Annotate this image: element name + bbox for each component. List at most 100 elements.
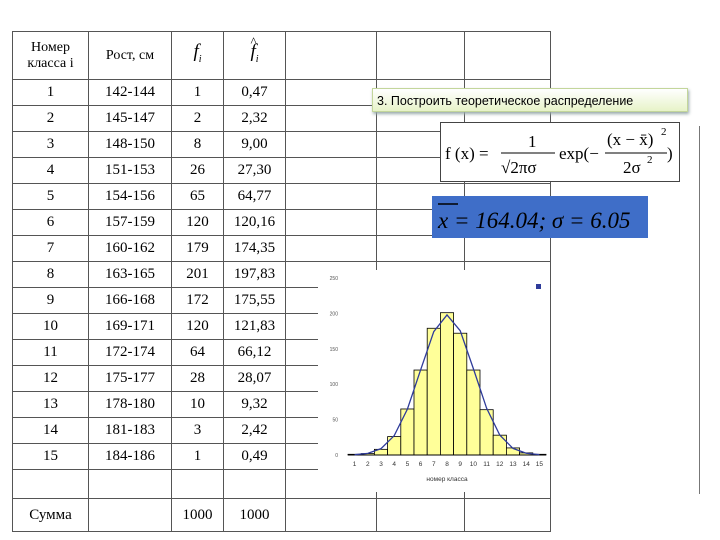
header-f: fi	[171, 31, 224, 80]
histogram-bar	[426, 327, 441, 456]
fhat-cell: 66,12	[223, 339, 286, 366]
table-row: 5 154-156 65 64,77	[12, 183, 551, 210]
sum-f: 1000	[171, 498, 224, 532]
density-formula: f (x) = 1 √2πσ exp(− (x − x̄) 2 2σ 2 )	[440, 122, 680, 182]
parameters-formula-svg: x = 164.04; σ = 6.05	[437, 203, 631, 233]
class-no-cell: 5	[12, 183, 89, 210]
formula-num1: 1	[528, 132, 537, 151]
height-cell: 175-177	[88, 365, 172, 392]
header-fhat: ^ fi	[223, 31, 286, 80]
y-tick-label: 100	[330, 382, 339, 388]
sum-row: Сумма 1000 1000	[12, 498, 551, 532]
f-cell: 65	[171, 183, 224, 210]
x-tick-label: 15	[536, 461, 544, 468]
empty-cell	[376, 498, 465, 532]
f-cell: 2	[171, 105, 224, 132]
header-class-no: Номер класса i	[12, 31, 89, 80]
class-no-cell: 12	[12, 365, 89, 392]
height-cell: 169-171	[88, 313, 172, 340]
empty-cell	[285, 105, 377, 132]
fhat-cell: 0,47	[223, 79, 286, 106]
histogram-bar	[400, 408, 415, 456]
f-cell: 172	[171, 287, 224, 314]
header-height: Рост, см	[88, 31, 172, 80]
empty-cell	[285, 131, 377, 158]
legend-swatch-forecast	[536, 284, 541, 289]
fhat-cell: 120,16	[223, 209, 286, 236]
fhat-cell: 174,35	[223, 235, 286, 262]
x-tick-label: 7	[432, 461, 436, 468]
f-cell: 201	[171, 261, 224, 288]
class-no-cell: 15	[12, 443, 89, 470]
f-cell: 1	[171, 79, 224, 106]
class-no-cell: 13	[12, 391, 89, 418]
empty-cell	[285, 498, 377, 532]
class-no-cell: 3	[12, 131, 89, 158]
height-cell: 148-150	[88, 131, 172, 158]
x-tick-label: 2	[366, 461, 370, 468]
empty-cell	[376, 31, 465, 80]
formula-den2: 2σ	[623, 158, 641, 177]
x-tick-label: 3	[379, 461, 383, 468]
divider	[699, 126, 700, 494]
formula-den2-pow: 2	[647, 154, 653, 166]
f-cell: 64	[171, 339, 224, 366]
section-banner: 3. Построить теоретическое распределение	[372, 88, 688, 112]
histogram-bar	[453, 332, 468, 456]
f-cell: 28	[171, 365, 224, 392]
formula-lhs: f (x) =	[445, 144, 489, 163]
height-cell: 184-186	[88, 443, 172, 470]
f-cell: 3	[171, 417, 224, 444]
empty-cell	[285, 235, 377, 262]
height-cell: 172-174	[88, 339, 172, 366]
class-no-cell: 4	[12, 157, 89, 184]
height-cell: 151-153	[88, 157, 172, 184]
empty-cell	[464, 235, 551, 262]
height-cell: 142-144	[88, 79, 172, 106]
theoretical-curve	[354, 313, 540, 456]
f-cell: 8	[171, 131, 224, 158]
y-tick-label: 150	[330, 347, 339, 353]
y-tick-label: 250	[330, 276, 339, 282]
parameters-text: x = 164.04; σ = 6.05	[437, 208, 631, 233]
x-tick-label: 12	[496, 461, 504, 468]
histogram-bar	[440, 312, 455, 456]
y-tick-label: 0	[335, 453, 338, 459]
empty-cell	[285, 209, 377, 236]
histogram-bar	[492, 434, 507, 456]
x-tick-label: 11	[483, 461, 490, 468]
class-no-cell: 9	[12, 287, 89, 314]
x-axis-label: номер класса	[426, 476, 468, 483]
class-no-cell: 10	[12, 313, 89, 340]
class-no-cell: 6	[12, 209, 89, 236]
fhat-cell: 121,83	[223, 313, 286, 340]
x-tick-label: 10	[470, 461, 478, 468]
header-row: Номер класса i Рост, см fi ^ fi	[12, 31, 551, 80]
class-no-cell: 2	[12, 105, 89, 132]
f-cell: 1	[171, 443, 224, 470]
fhat-cell: 175,55	[223, 287, 286, 314]
fhat-cell: 2,32	[223, 105, 286, 132]
empty-cell	[12, 469, 89, 499]
histogram-chart: 0 50 100 150 200 250 1 2 3 4 5 6 7 8 9 10 11 12 13 14 15 номе…	[318, 270, 629, 492]
fhat-cell: 9,32	[223, 391, 286, 418]
class-no-cell: 11	[12, 339, 89, 366]
density-formula-svg: f (x) = 1 √2πσ exp(− (x − x̄) 2 2σ 2 )	[445, 126, 673, 177]
x-tick-label: 8	[445, 461, 449, 468]
fhat-cell: 2,42	[223, 417, 286, 444]
parameters-formula: x = 164.04; σ = 6.05	[432, 196, 648, 238]
f-cell: 26	[171, 157, 224, 184]
x-tick-label: 6	[419, 461, 423, 468]
class-no-cell: 8	[12, 261, 89, 288]
sum-fhat: 1000	[223, 498, 286, 532]
height-cell: 178-180	[88, 391, 172, 418]
x-tick-label: 5	[406, 461, 410, 468]
fhat-cell: 64,77	[223, 183, 286, 210]
empty-cell	[171, 469, 224, 499]
height-cell: 166-168	[88, 287, 172, 314]
fhat-cell: 9,00	[223, 131, 286, 158]
height-cell: 145-147	[88, 105, 172, 132]
empty-cell	[285, 183, 377, 210]
empty-cell	[88, 469, 172, 499]
